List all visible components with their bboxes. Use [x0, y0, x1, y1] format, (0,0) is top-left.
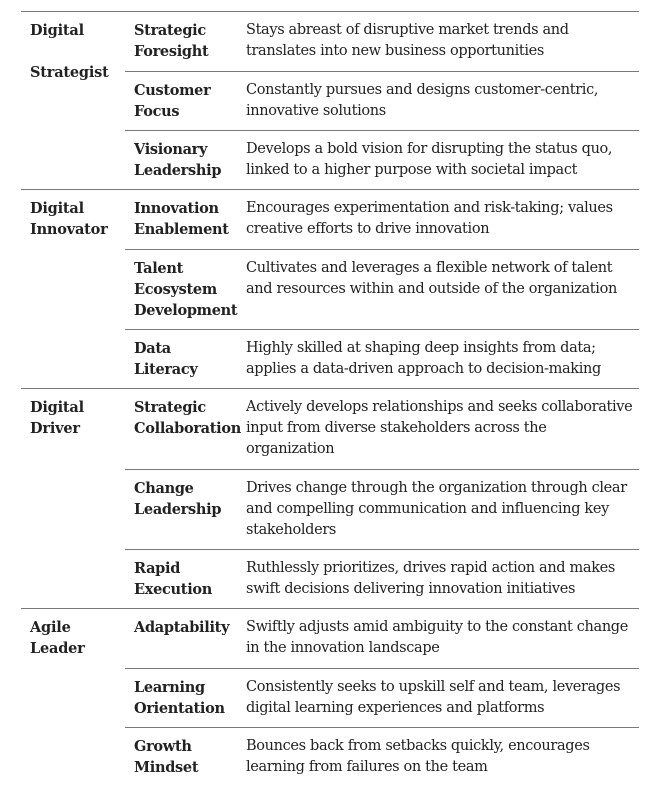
group-agile-leader: Agile Leader Adaptability Swiftly adjust…: [21, 608, 639, 786]
table-row: Data Literacy Highly skilled at shaping …: [125, 329, 639, 388]
competency-name: Growth Mindset: [134, 738, 199, 776]
group-label: Digital Innovator: [21, 190, 125, 388]
group-label: Digital Driver: [21, 389, 125, 608]
table-row: Growth Mindset Bounces back from setback…: [125, 727, 639, 786]
group-label-line1: Digital: [30, 399, 84, 416]
competency-description: Encourages experimentation and risk-taki…: [246, 200, 613, 237]
competency-name: Change Leadership: [134, 480, 222, 518]
group-label-line1: Digital: [30, 200, 84, 217]
competency-name: Strategic Foresight: [134, 22, 209, 60]
competency-name: Rapid Execution: [134, 560, 213, 598]
table-row: Visionary Leadership Develops a bold vis…: [125, 130, 639, 189]
group-label-line2: Leader: [30, 640, 85, 657]
competency-name: Innovation Enablement: [134, 200, 229, 238]
competency-description: Stays abreast of disruptive market trend…: [246, 22, 569, 59]
table-row: Learning Orientation Consistently seeks …: [125, 668, 639, 727]
competency-description: Highly skilled at shaping deep insights …: [246, 340, 601, 377]
competency-description: Actively develops relationships and seek…: [246, 399, 633, 457]
group-digital-strategist: Digital Strategist Strategic Foresight S…: [21, 11, 639, 189]
group-label: Digital Strategist: [21, 12, 125, 189]
table-row: Customer Focus Constantly pursues and de…: [125, 71, 639, 130]
competency-name: Learning Orientation: [134, 679, 225, 717]
competency-name: Customer Focus: [134, 82, 211, 120]
table-row: Strategic Collaboration Actively develop…: [125, 389, 639, 469]
competency-name: Talent Ecosystem Development: [134, 260, 238, 319]
group-digital-innovator: Digital Innovator Innovation Enablement …: [21, 189, 639, 388]
group-label-line2: Innovator: [30, 221, 108, 238]
group-label-line1: Agile: [30, 619, 71, 636]
table-row: Innovation Enablement Encourages experim…: [125, 190, 639, 249]
competency-description: Constantly pursues and designs customer-…: [246, 82, 599, 119]
table-row: Change Leadership Drives change through …: [125, 469, 639, 549]
table-row: Talent Ecosystem Development Cultivates …: [125, 249, 639, 329]
table-row: Adaptability Swiftly adjusts amid ambigu…: [125, 609, 639, 668]
group-digital-driver: Digital Driver Strategic Collaboration A…: [21, 388, 639, 608]
group-label-line1: Digital: [30, 22, 84, 39]
competency-description: Drives change through the organization t…: [246, 480, 627, 538]
competency-description: Develops a bold vision for disrupting th…: [246, 141, 613, 178]
group-label-line2: Driver: [30, 420, 80, 437]
competency-description: Ruthlessly prioritizes, drives rapid act…: [246, 560, 615, 597]
competency-name: Strategic Collaboration: [134, 399, 241, 437]
group-label: Agile Leader: [21, 609, 125, 786]
competency-description: Bounces back from setbacks quickly, enco…: [246, 738, 590, 775]
table-row: Strategic Foresight Stays abreast of dis…: [125, 12, 639, 71]
group-label-line2: Strategist: [30, 64, 109, 81]
competency-name: Adaptability: [134, 619, 230, 636]
competency-description: Cultivates and leverages a flexible netw…: [246, 260, 617, 297]
competency-name: Visionary Leadership: [134, 141, 222, 179]
competency-description: Consistently seeks to upskill self and t…: [246, 679, 621, 716]
competency-description: Swiftly adjusts amid ambiguity to the co…: [246, 619, 628, 656]
competency-name: Data Literacy: [134, 340, 198, 378]
competency-table: Digital Strategist Strategic Foresight S…: [21, 11, 639, 786]
table-row: Rapid Execution Ruthlessly prioritizes, …: [125, 549, 639, 608]
